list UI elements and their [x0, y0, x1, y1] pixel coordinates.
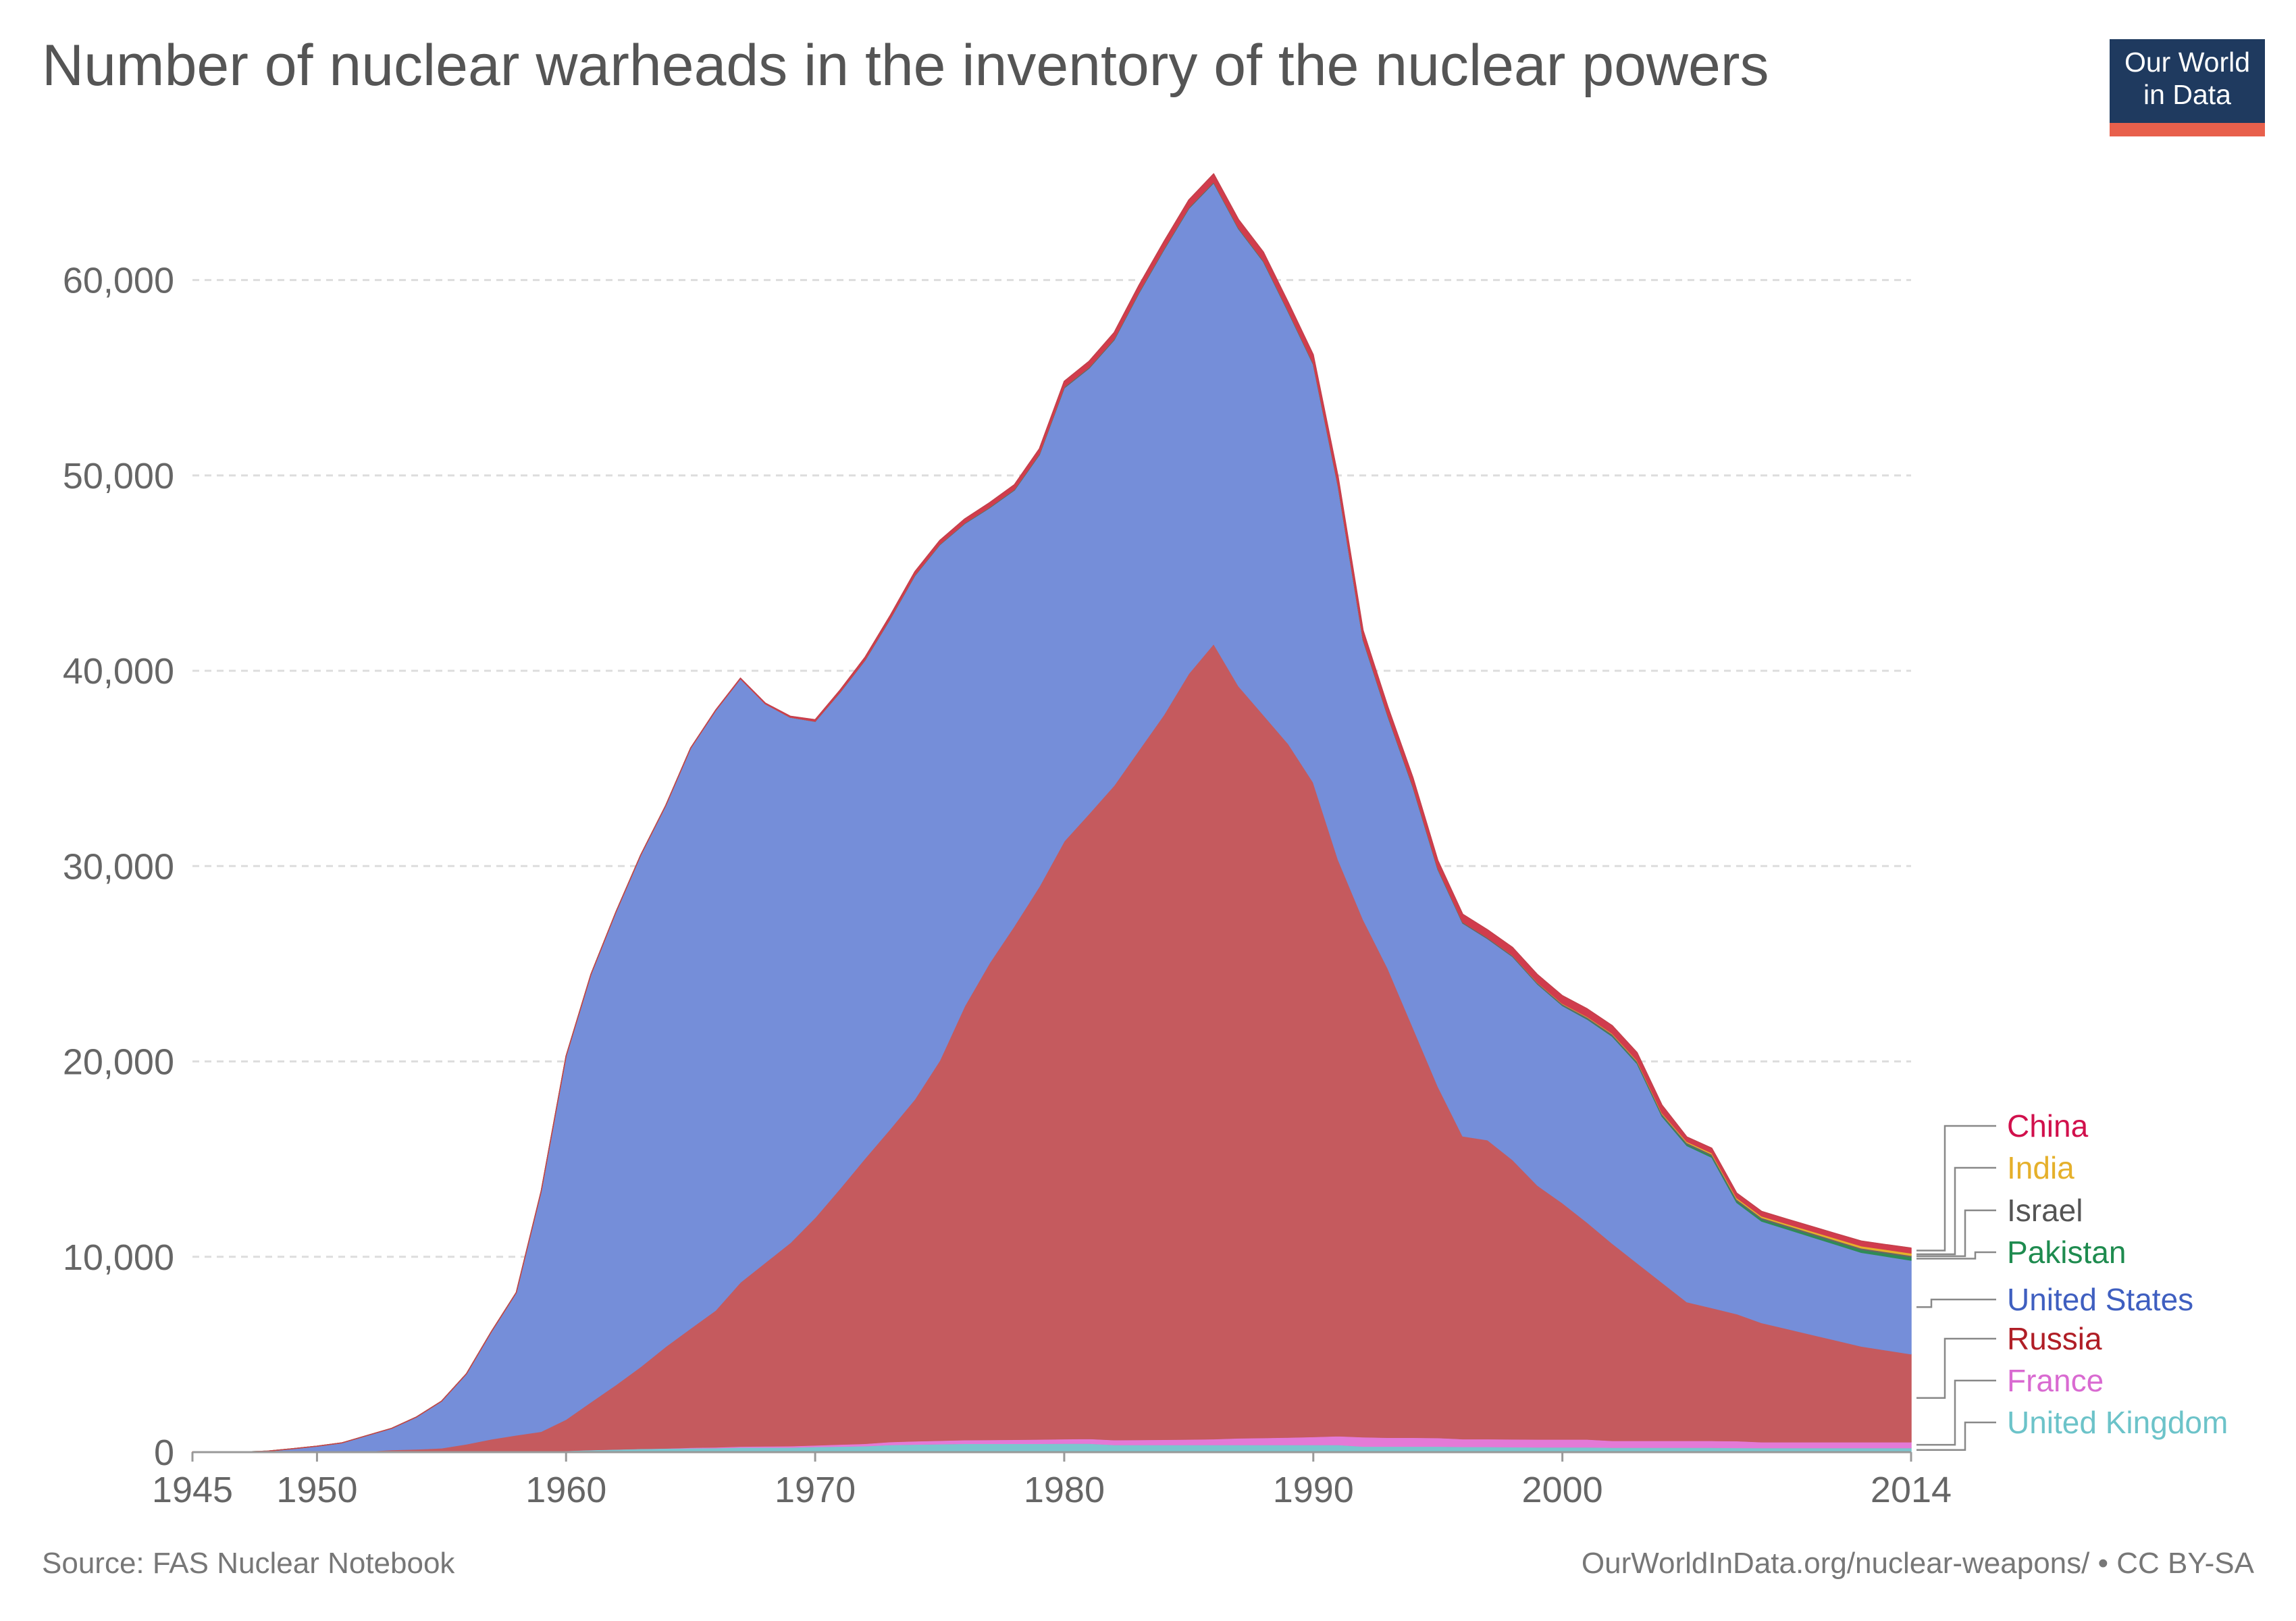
logo-text: Our World in Data [2110, 46, 2265, 111]
legend-leader-line [1916, 1125, 1996, 1252]
x-tick-label: 2014 [1871, 1470, 1952, 1510]
legend-label-france[interactable]: France [2007, 1363, 2104, 1398]
legend-label-israel[interactable]: Israel [2007, 1193, 2083, 1228]
legend-label-united-kingdom[interactable]: United Kingdom [2007, 1405, 2228, 1440]
credit-link[interactable]: OurWorldInData.org/nuclear-weapons/ • CC… [1581, 1547, 2254, 1580]
x-tick-label: 2000 [1522, 1470, 1603, 1510]
y-tick-label: 50,000 [63, 456, 174, 496]
chart-title: Number of nuclear warheads in the invent… [42, 33, 1769, 98]
legend-leader-line [1916, 1337, 1996, 1399]
legend-leader-line [1916, 1209, 1996, 1258]
y-tick-label: 60,000 [63, 261, 174, 301]
legend-label-china[interactable]: China [2007, 1108, 2089, 1143]
legend-leader-line [1916, 1298, 1996, 1308]
y-tick-label: 20,000 [63, 1042, 174, 1083]
y-tick-label: 40,000 [63, 651, 174, 692]
x-tick-label: 1970 [775, 1470, 856, 1510]
legend-label-india[interactable]: India [2007, 1150, 2075, 1185]
source-note: Source: FAS Nuclear Notebook [42, 1547, 455, 1580]
x-tick-label: 1960 [525, 1470, 606, 1510]
x-tick-label: 1980 [1024, 1470, 1105, 1510]
legend-label-pakistan[interactable]: Pakistan [2007, 1235, 2126, 1270]
y-tick-label: 10,000 [63, 1237, 174, 1278]
legend-label-russia[interactable]: Russia [2007, 1321, 2102, 1356]
legend-leader-line [1916, 1379, 1996, 1446]
x-tick-label: 1990 [1273, 1470, 1354, 1510]
legend-leader-line [1916, 1421, 1996, 1451]
x-tick-label: 1945 [152, 1470, 233, 1510]
logo-accent-bar [2110, 123, 2265, 136]
y-tick-label: 30,000 [63, 846, 174, 887]
owid-logo[interactable]: Our World in Data [2110, 39, 2265, 136]
logo-line-2: in Data [2143, 79, 2231, 110]
legend-label-united-states[interactable]: United States [2007, 1282, 2193, 1317]
axes: 0 10,000 20,000 30,000 40,000 50,000 60,000 194… [63, 261, 1952, 1510]
area-series [192, 173, 1912, 1453]
area-edge-china [192, 173, 1912, 1453]
logo-line-1: Our World [2124, 47, 2251, 78]
legend-leader-line [1916, 1166, 1996, 1256]
y-tick-label: 0 [154, 1433, 174, 1473]
legend-leader-line [1916, 1251, 1996, 1260]
x-tick-label: 1950 [276, 1470, 357, 1510]
legend: China India Israel Pakistan United States Rus… [1916, 1108, 2228, 1451]
